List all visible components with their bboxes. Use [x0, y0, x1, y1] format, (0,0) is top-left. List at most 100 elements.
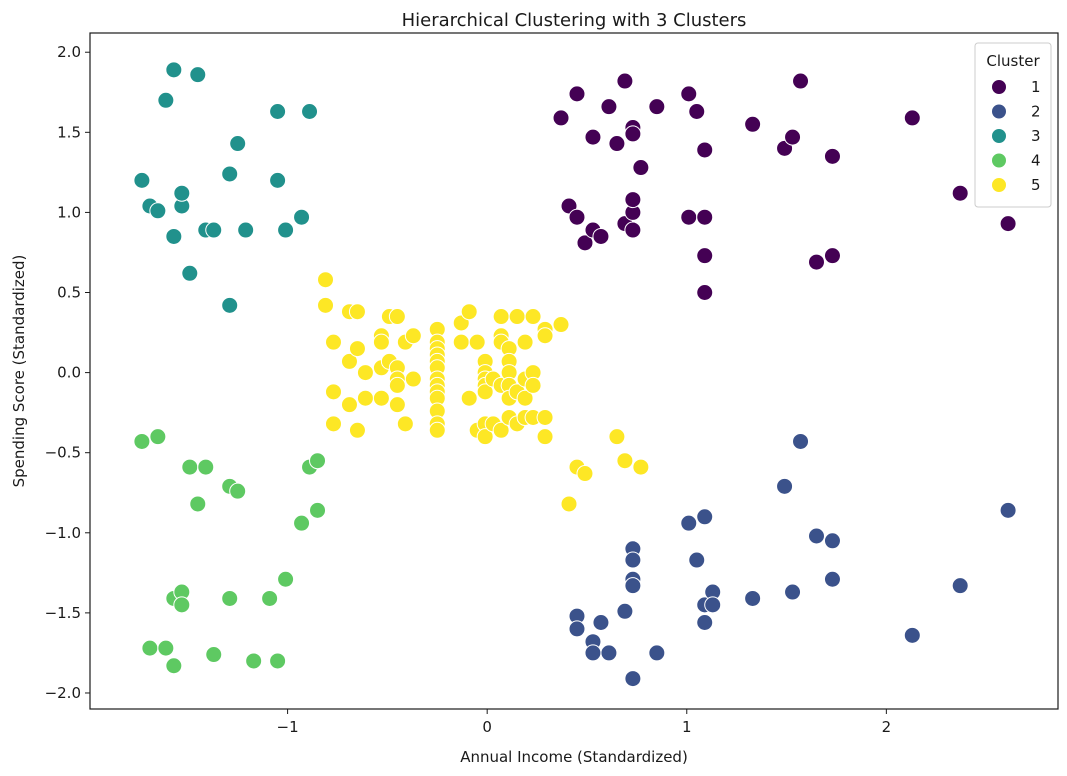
data-point — [237, 221, 255, 239]
series-5 — [317, 271, 650, 513]
data-point — [648, 644, 666, 662]
data-point — [807, 253, 825, 271]
data-point — [269, 171, 287, 189]
data-point — [903, 109, 921, 127]
data-point — [173, 596, 191, 614]
data-point — [951, 184, 969, 202]
chart-title: Hierarchical Clustering with 3 Clusters — [402, 10, 747, 31]
data-point — [608, 135, 626, 153]
data-point — [823, 570, 841, 588]
data-point — [221, 589, 239, 607]
data-point — [197, 458, 215, 476]
data-point — [317, 271, 335, 289]
data-point — [348, 303, 366, 321]
series-4 — [133, 428, 327, 675]
legend-label: 3 — [1031, 127, 1041, 145]
data-point — [141, 639, 159, 657]
data-point — [624, 577, 642, 595]
data-point — [173, 184, 191, 202]
x-tick-label: −1 — [277, 718, 299, 736]
data-point — [508, 308, 526, 326]
data-point — [823, 147, 841, 165]
data-point — [165, 657, 183, 675]
data-point — [696, 208, 714, 226]
data-point — [293, 208, 311, 226]
y-tick-label: 0.5 — [57, 284, 81, 302]
data-point — [600, 98, 618, 116]
data-point — [608, 428, 626, 446]
data-point — [277, 570, 295, 588]
data-point — [388, 308, 406, 326]
data-point — [396, 415, 414, 433]
data-point — [696, 508, 714, 526]
data-point — [552, 109, 570, 127]
plot-frame — [89, 32, 1059, 710]
data-point — [388, 376, 406, 394]
data-point — [165, 227, 183, 245]
data-point — [688, 551, 706, 569]
data-point — [269, 652, 287, 670]
data-point — [600, 644, 618, 662]
data-point — [324, 415, 342, 433]
data-point — [680, 85, 698, 103]
data-point — [149, 202, 167, 220]
data-point — [552, 316, 570, 334]
data-point — [348, 340, 366, 358]
data-point — [584, 644, 602, 662]
data-point — [221, 296, 239, 314]
legend-marker — [991, 79, 1007, 95]
data-point — [696, 613, 714, 631]
data-point — [229, 482, 247, 500]
y-tick-label: 1.0 — [57, 203, 81, 221]
data-point — [616, 602, 634, 620]
data-point — [221, 165, 239, 183]
data-point — [576, 465, 594, 483]
x-axis-label: Annual Income (Standardized) — [460, 748, 688, 766]
data-point — [744, 589, 762, 607]
data-point — [165, 61, 183, 79]
data-point — [524, 308, 542, 326]
data-point — [560, 495, 578, 513]
data-point — [624, 551, 642, 569]
data-point — [492, 308, 510, 326]
y-tick-label: 0.0 — [57, 364, 81, 382]
data-point — [404, 327, 422, 345]
data-point — [340, 352, 358, 370]
data-point — [189, 66, 207, 84]
data-point — [189, 495, 207, 513]
data-point — [205, 221, 223, 239]
data-point — [205, 646, 223, 664]
data-point — [624, 670, 642, 688]
legend-label: 4 — [1031, 152, 1041, 170]
x-axis: −1 0 1 2 — [277, 709, 891, 736]
data-point — [388, 396, 406, 414]
data-point — [277, 221, 295, 239]
data-point — [792, 432, 810, 450]
data-point — [157, 639, 175, 657]
series-3 — [133, 61, 319, 314]
data-point — [696, 141, 714, 159]
data-point — [784, 583, 802, 601]
data-point — [261, 589, 279, 607]
data-point — [823, 532, 841, 550]
data-point — [157, 91, 175, 109]
data-point — [516, 333, 534, 351]
data-point — [404, 370, 422, 388]
data-point — [476, 383, 494, 401]
data-point — [823, 247, 841, 265]
data-point — [149, 428, 167, 446]
data-point — [476, 428, 494, 446]
data-point — [999, 215, 1017, 233]
data-point — [536, 408, 554, 426]
data-point — [568, 208, 586, 226]
data-point — [516, 389, 534, 407]
data-point — [584, 128, 602, 146]
data-point — [133, 171, 151, 189]
data-point — [309, 452, 327, 470]
data-point — [903, 626, 921, 644]
data-point — [632, 458, 650, 476]
data-point — [696, 247, 714, 265]
data-point — [372, 389, 390, 407]
data-point — [704, 596, 722, 614]
